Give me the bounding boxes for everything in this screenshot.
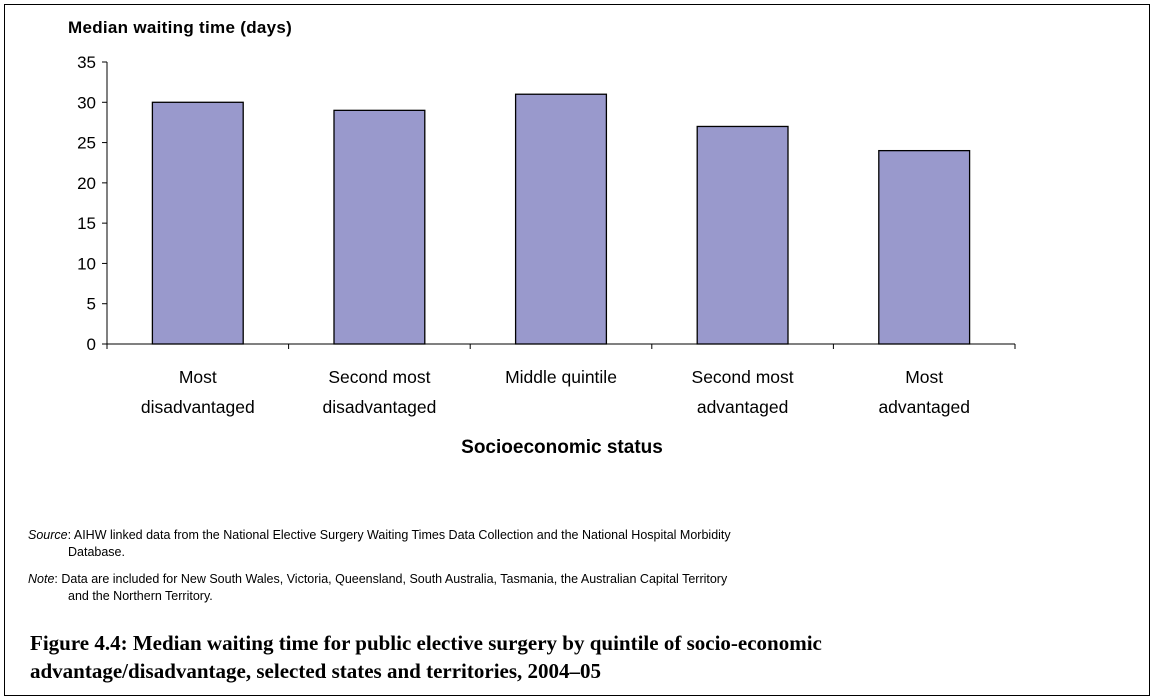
source-note: Source: AIHW linked data from the Nation… [28, 527, 1128, 561]
bar-chart: 0 5 10 15 20 25 30 35 Most disadvantaged Second m… [77, 53, 1016, 458]
figure-frame [4, 4, 1150, 696]
bar [878, 149, 971, 345]
note-text-cont: and the Northern Territory. [68, 589, 213, 603]
y-tick-label: 10 [77, 254, 96, 273]
caption-line-2: advantage/disadvantage, selected states … [30, 659, 602, 683]
x-tick-label: disadvantaged [141, 397, 255, 417]
x-axis-title: Socioeconomic status [461, 437, 663, 458]
x-tick-label: advantaged [697, 397, 788, 417]
note-text: : Data are included for New South Wales,… [54, 572, 728, 586]
x-tick-label: Second most [328, 367, 430, 387]
data-note: Note: Data are included for New South Wa… [28, 571, 1128, 605]
y-tick-label: 5 [87, 295, 96, 314]
x-tick-labels: Most disadvantaged Second most disadvantage… [141, 367, 970, 417]
source-text: : AIHW linked data from the National Ele… [67, 528, 731, 542]
x-tick-label: Middle quintile [505, 367, 617, 387]
bar [333, 109, 426, 345]
figure-caption: Figure 4.4: Median waiting time for publ… [30, 629, 1140, 685]
bar [696, 125, 789, 345]
source-label: Source [28, 528, 68, 542]
bar [151, 101, 244, 345]
y-tick-label: 35 [77, 53, 96, 72]
caption-line-1: Figure 4.4: Median waiting time for publ… [30, 631, 822, 655]
y-tick-labels: 0 5 10 15 20 25 30 35 [77, 53, 96, 354]
note-label: Note [28, 572, 55, 586]
x-tick-label: Second most [692, 367, 794, 387]
x-tick-label: Most [905, 367, 943, 387]
x-tick-label: disadvantaged [322, 397, 436, 417]
chart-bars [151, 93, 971, 345]
y-tick-label: 25 [77, 134, 96, 153]
y-axis-title: Median waiting time (days) [68, 18, 293, 37]
bar [514, 93, 608, 345]
y-tick-label: 30 [77, 93, 96, 112]
source-text-cont: Database. [68, 545, 125, 559]
y-tick-label: 20 [77, 174, 96, 193]
x-tick-label: advantaged [878, 397, 969, 417]
x-tick-label: Most [179, 367, 217, 387]
y-tick-label: 15 [77, 214, 96, 233]
y-tick-label: 0 [87, 335, 96, 354]
